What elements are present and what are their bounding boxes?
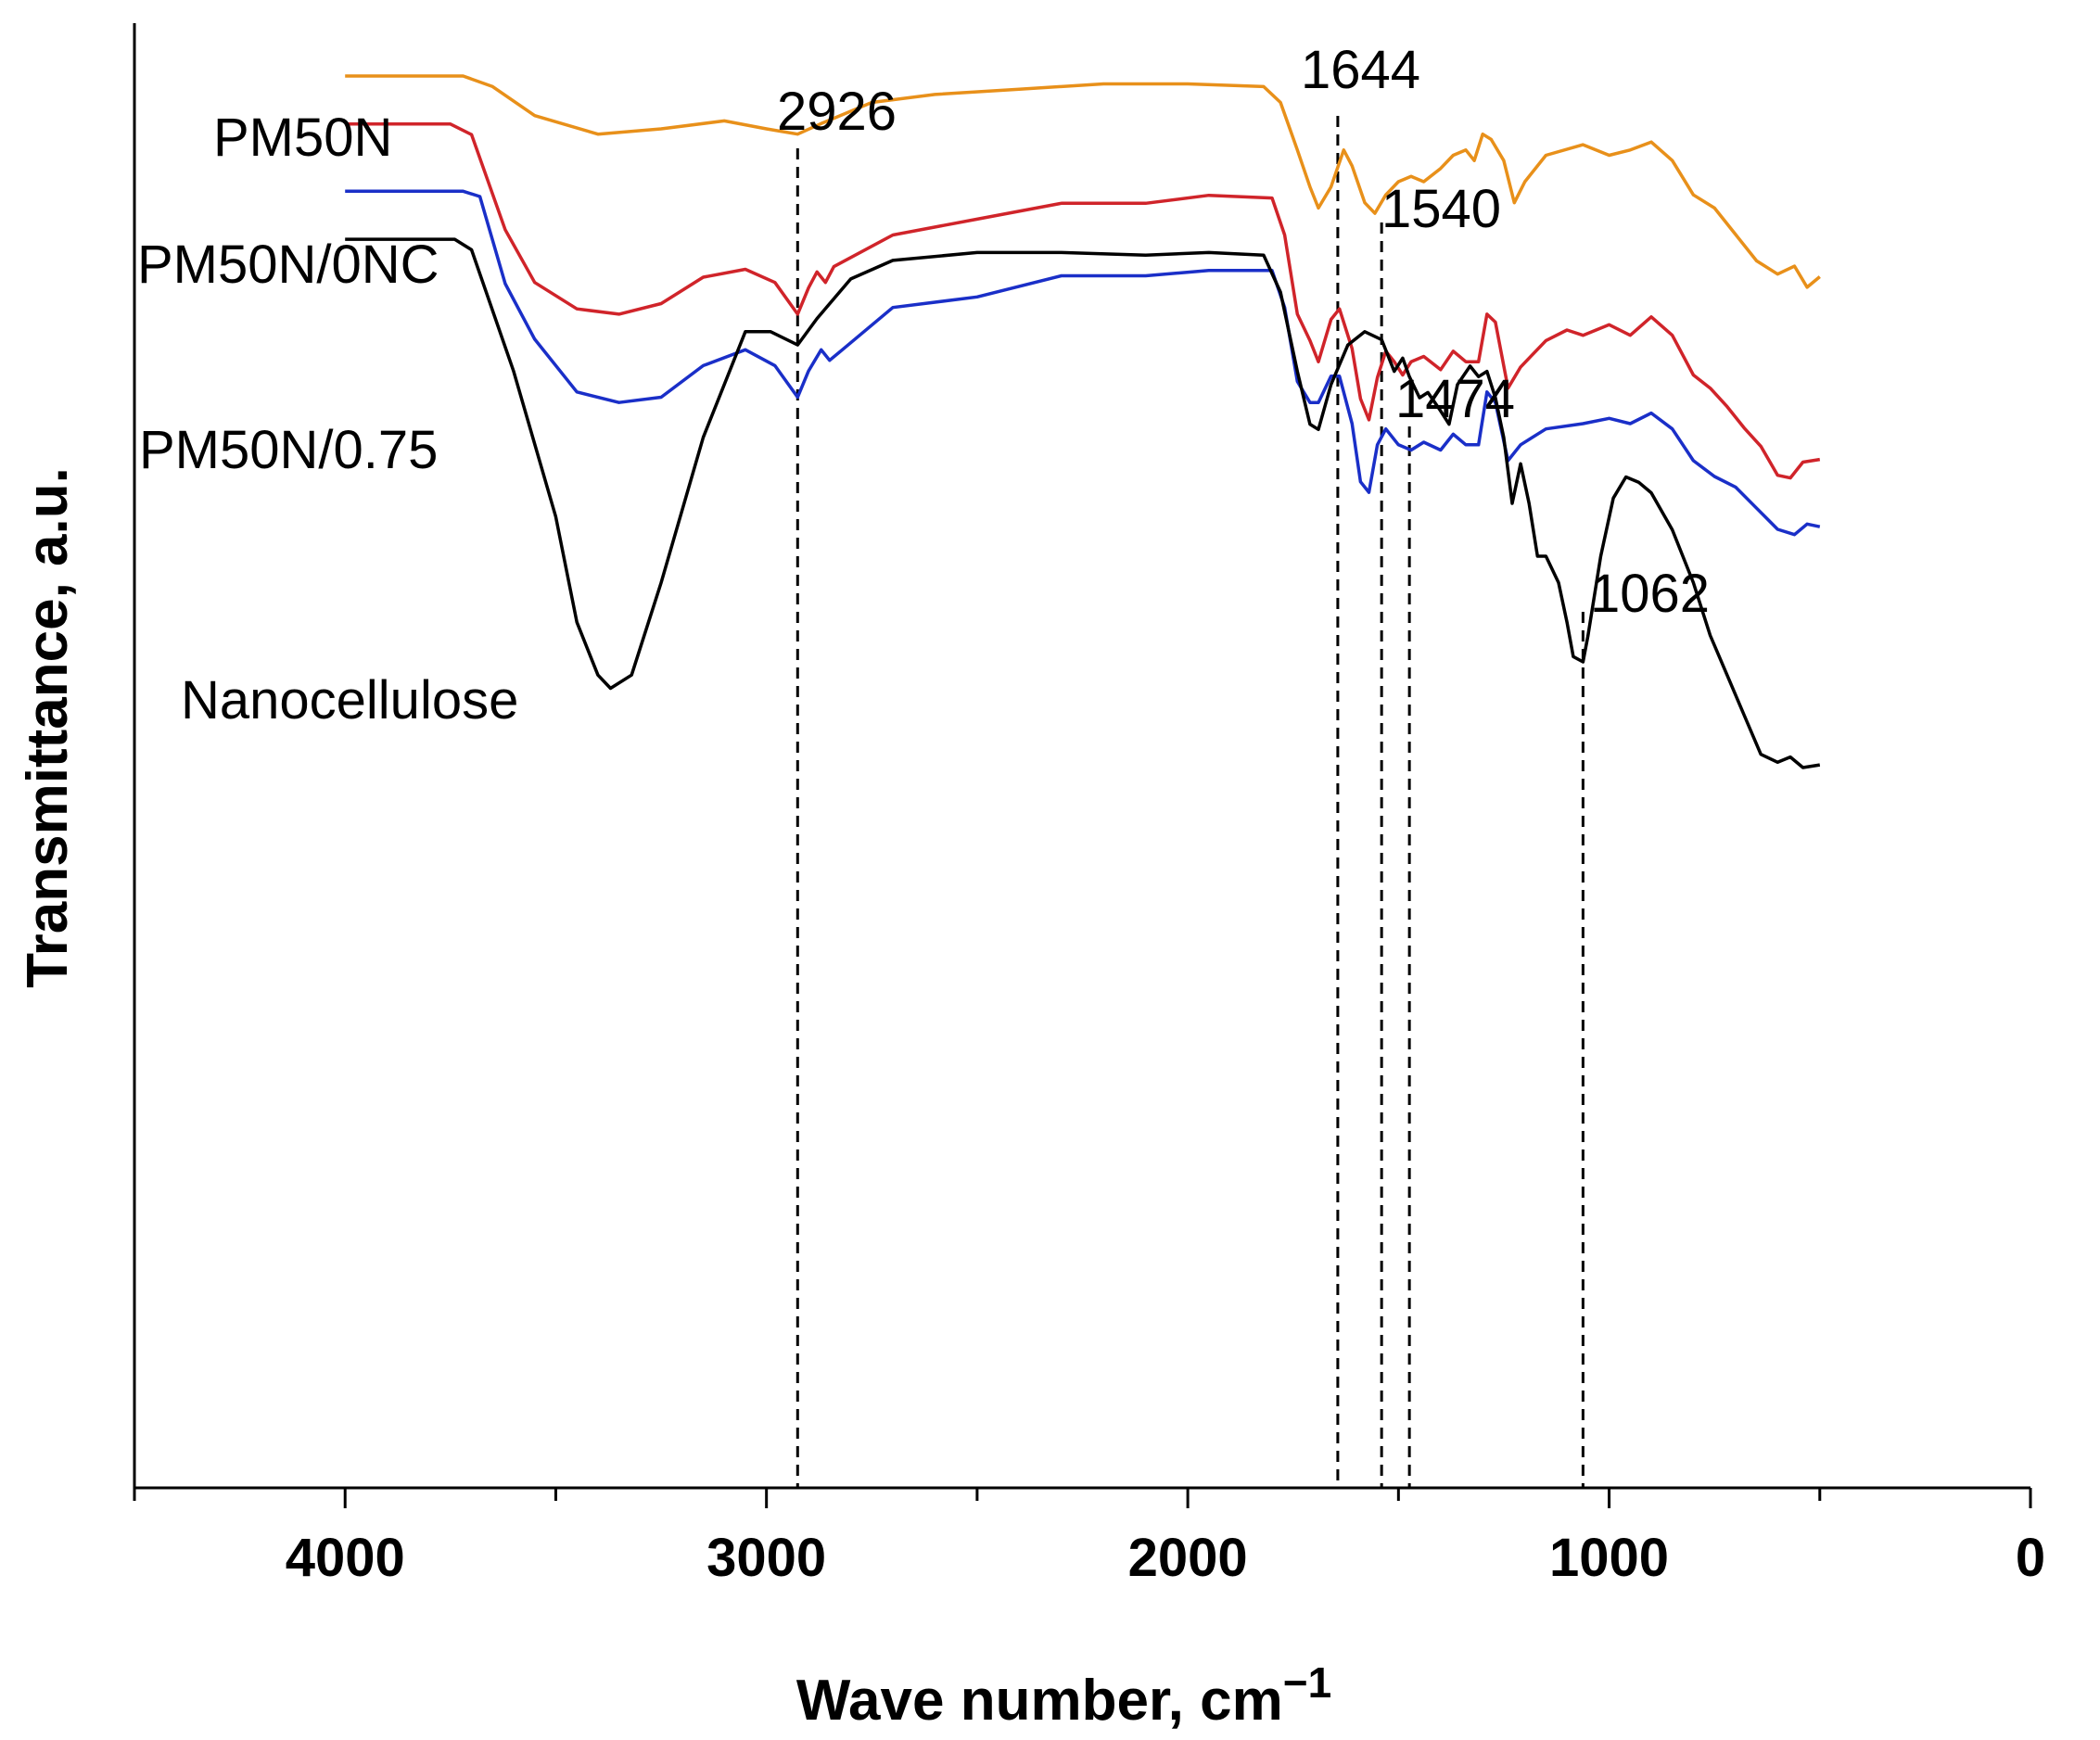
series-label-pm50n-0-75: PM50N/0.75 <box>139 420 438 480</box>
x-tick-label-1000: 1000 <box>1549 1528 1669 1588</box>
series-label-pm50n-0nc: PM50N/0NC <box>137 235 439 295</box>
series-line-pm50n-0-75 <box>345 189 1821 537</box>
reference-lines <box>795 116 1585 1488</box>
x-tick-label-2000: 2000 <box>1128 1528 1248 1588</box>
x-axis-title-superscript: −1 <box>1283 1658 1331 1707</box>
y-axis-title: Transmittance, a.u. <box>16 467 80 988</box>
series-lines <box>345 74 1821 769</box>
series-labels: PM50N PM50N/0NC PM50N/0.75 Nanocellulose <box>137 108 518 730</box>
x-axis-title: Wave number, cm−1 <box>796 1658 1331 1733</box>
x-axis-ticks: 4000 3000 2000 1000 0 <box>133 1488 2045 1588</box>
series-line-pm50n <box>345 74 1821 289</box>
series-line-pm50n-0nc <box>345 122 1821 480</box>
reference-label-2926: 2926 <box>777 82 897 142</box>
series-line-nanocellulose <box>345 237 1821 769</box>
reference-label-1474: 1474 <box>1395 369 1515 429</box>
x-tick-label-3000: 3000 <box>706 1528 826 1588</box>
reference-labels: 2926 1644 1540 1474 1062 <box>777 40 1710 624</box>
series-label-nanocellulose: Nanocellulose <box>181 670 518 730</box>
reference-label-1540: 1540 <box>1381 179 1501 239</box>
series-label-pm50n: PM50N <box>213 108 392 168</box>
reference-label-1062: 1062 <box>1590 564 1710 624</box>
x-tick-label-0: 0 <box>2016 1528 2045 1588</box>
x-tick-label-4000: 4000 <box>286 1528 405 1588</box>
reference-label-1644: 1644 <box>1301 40 1420 100</box>
